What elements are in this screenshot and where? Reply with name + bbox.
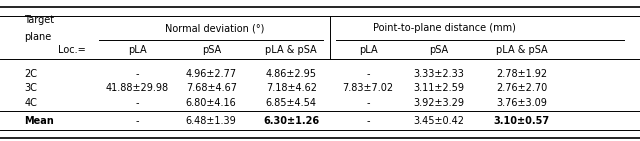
Text: 3C: 3C <box>24 83 37 93</box>
Text: Target: Target <box>24 15 54 25</box>
Text: pLA: pLA <box>128 45 147 55</box>
Text: 41.88±29.98: 41.88±29.98 <box>106 83 169 93</box>
Text: -: - <box>136 98 140 108</box>
Text: 2.76±2.70: 2.76±2.70 <box>496 83 547 93</box>
Text: 3.92±3.29: 3.92±3.29 <box>413 98 464 108</box>
Text: 6.48±1.39: 6.48±1.39 <box>186 116 237 126</box>
Text: pLA & pSA: pLA & pSA <box>266 45 317 55</box>
Text: 6.30±1.26: 6.30±1.26 <box>263 116 319 126</box>
Text: Mean: Mean <box>24 116 54 126</box>
Text: 4.86±2.95: 4.86±2.95 <box>266 69 317 79</box>
Text: plane: plane <box>24 32 52 42</box>
Text: 7.83±7.02: 7.83±7.02 <box>342 83 394 93</box>
Text: 3.76±3.09: 3.76±3.09 <box>496 98 547 108</box>
Text: 4.96±2.77: 4.96±2.77 <box>186 69 237 79</box>
Text: 6.85±4.54: 6.85±4.54 <box>266 98 317 108</box>
Text: 7.68±4.67: 7.68±4.67 <box>186 83 237 93</box>
Text: 2C: 2C <box>24 69 37 79</box>
Text: 3.11±2.59: 3.11±2.59 <box>413 83 464 93</box>
Text: 3.33±2.33: 3.33±2.33 <box>413 69 464 79</box>
Text: pSA: pSA <box>429 45 448 55</box>
Text: pLA: pLA <box>358 45 378 55</box>
Text: pSA: pSA <box>202 45 221 55</box>
Text: pLA & pSA: pLA & pSA <box>496 45 547 55</box>
Text: 2.78±1.92: 2.78±1.92 <box>496 69 547 79</box>
Text: 7.18±4.62: 7.18±4.62 <box>266 83 317 93</box>
Text: -: - <box>366 69 370 79</box>
Text: Normal deviation (°): Normal deviation (°) <box>164 23 264 33</box>
Text: Loc.=: Loc.= <box>58 45 86 55</box>
Text: Point-to-plane distance (mm): Point-to-plane distance (mm) <box>373 23 516 33</box>
Text: -: - <box>366 98 370 108</box>
Text: 3.45±0.42: 3.45±0.42 <box>413 116 464 126</box>
Text: 6.80±4.16: 6.80±4.16 <box>186 98 237 108</box>
Text: -: - <box>136 116 140 126</box>
Text: -: - <box>366 116 370 126</box>
Text: 4C: 4C <box>24 98 37 108</box>
Text: 3.10±0.57: 3.10±0.57 <box>493 116 550 126</box>
Text: -: - <box>136 69 140 79</box>
